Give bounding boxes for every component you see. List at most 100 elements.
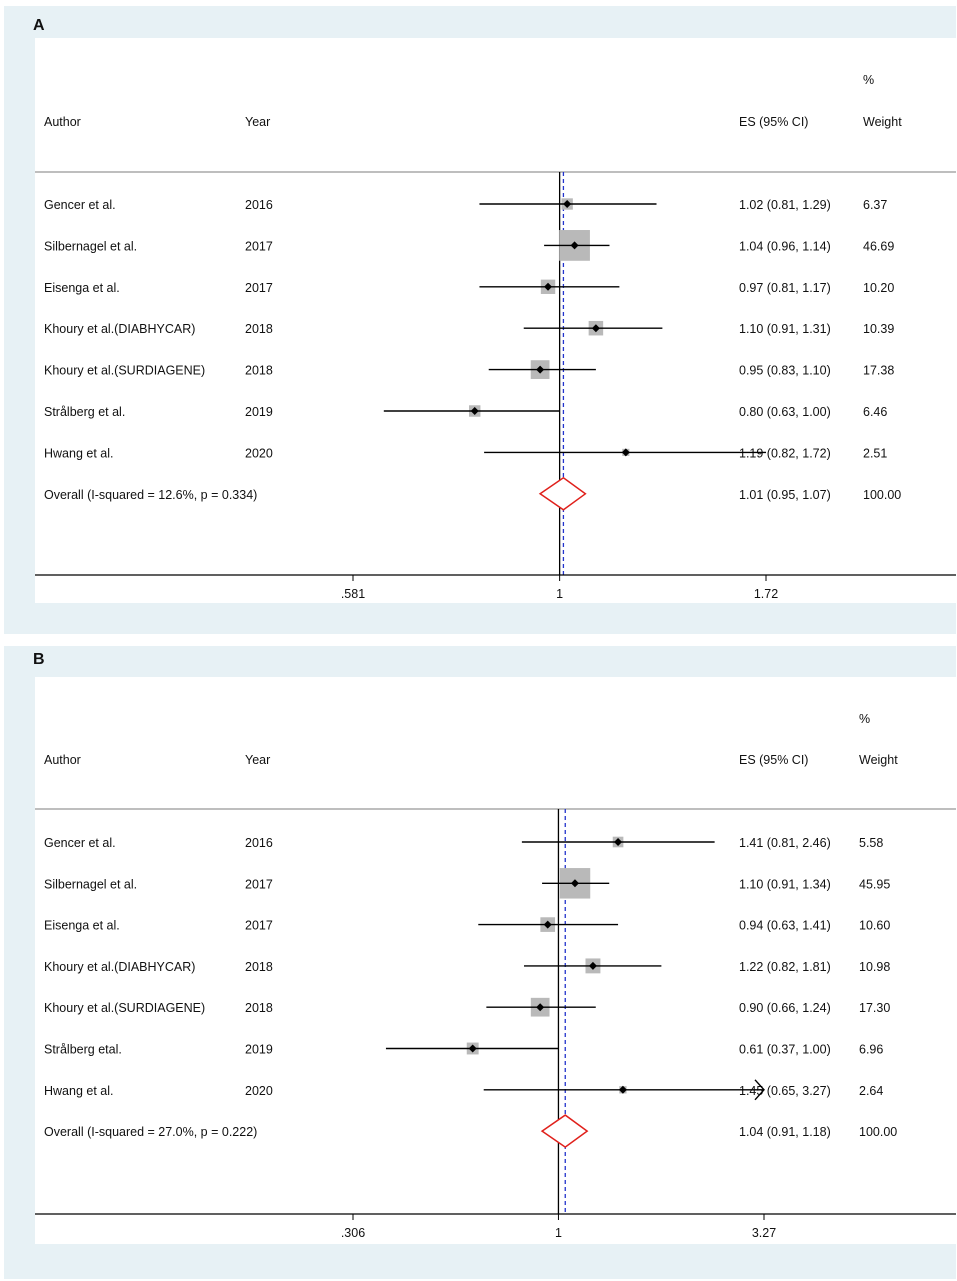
study-year: 2019 [245,1043,273,1057]
study-year: 2018 [245,322,273,336]
overall-es-ci: 1.01 (0.95, 1.07) [739,488,831,502]
study-ci-arrow [754,1079,765,1101]
study-weight: 6.37 [863,198,887,212]
study-weight: 10.60 [859,919,890,933]
study-author: Khoury et al.(SURDIAGENE) [44,364,205,378]
study-point-estimate [536,1003,545,1012]
panel-b-plot: % Author Year ES (95% CI) Weight Gencer et al… [35,677,956,1244]
header-percent: % [859,712,870,726]
study-author: Silbernagel et al. [44,877,137,891]
study-year: 2020 [245,1084,273,1098]
study-year: 2017 [245,239,273,253]
x-tick-label: .581 [341,587,365,601]
panel-a-label: A [33,17,45,34]
study-weight: 46.69 [863,239,894,253]
study-es-ci: 1.45 (0.65, 3.27) [739,1084,831,1098]
study-point-estimate [621,448,630,457]
header-weight: Weight [863,115,902,129]
overall-diamond [538,476,587,511]
study-author: Gencer et al. [44,198,116,212]
study-author: Eisenga et al. [44,919,120,933]
header-year: Year [245,753,270,767]
study-author: Strålberg etal. [44,1043,122,1057]
study-weight: 10.98 [859,960,890,974]
header-year: Year [245,115,270,129]
study-point-estimate [468,1044,477,1053]
study-year: 2018 [245,960,273,974]
study-year: 2018 [245,1001,273,1015]
study-year: 2019 [245,405,273,419]
study-point-estimate [570,241,579,250]
study-weight: 17.30 [859,1001,890,1015]
overall-weight: 100.00 [859,1125,897,1139]
study-year: 2017 [245,281,273,295]
x-tick-label: 1.72 [754,587,778,601]
study-author: Khoury et al.(DIABHYCAR) [44,322,195,336]
study-year: 2017 [245,919,273,933]
study-weight: 10.20 [863,281,894,295]
study-author: Gencer et al. [44,836,116,850]
study-point-estimate [563,200,572,208]
study-es-ci: 1.22 (0.82, 1.81) [739,960,831,974]
study-point-estimate [614,838,623,846]
study-es-ci: 0.61 (0.37, 1.00) [739,1043,831,1057]
study-point-estimate [618,1085,627,1094]
study-year: 2016 [245,836,273,850]
study-weight: 2.64 [859,1084,883,1098]
study-weight: 45.95 [859,877,890,891]
study-year: 2016 [245,198,273,212]
study-weight: 6.46 [863,405,887,419]
overall-es-ci: 1.04 (0.91, 1.18) [739,1125,831,1139]
study-es-ci: 1.10 (0.91, 1.34) [739,877,831,891]
header-author: Author [44,115,81,129]
study-es-ci: 0.80 (0.63, 1.00) [739,405,831,419]
header-author: Author [44,753,81,767]
study-es-ci: 0.90 (0.66, 1.24) [739,1001,831,1015]
overall-label: Overall (I-squared = 27.0%, p = 0.222) [44,1125,257,1139]
study-es-ci: 1.04 (0.96, 1.14) [739,239,831,253]
panel-a-plot: % Author Year ES (95% CI) Weight Gencer et al… [35,38,956,603]
forest-plot-b: % Author Year ES (95% CI) Weight Gencer et al… [35,712,956,1240]
study-year: 2020 [245,446,273,460]
study-year: 2017 [245,877,273,891]
panel-b-label: B [33,651,45,668]
study-weight: 2.51 [863,446,887,460]
study-es-ci: 0.94 (0.63, 1.41) [739,919,831,933]
study-author: Khoury et al.(SURDIAGENE) [44,1001,205,1015]
study-author: Strålberg et al. [44,405,125,419]
study-point-estimate [588,961,597,970]
header-weight: Weight [859,753,898,767]
study-es-ci: 1.19 (0.82, 1.72) [739,446,831,460]
study-point-estimate [591,324,600,333]
header-percent: % [863,73,874,87]
study-es-ci: 1.02 (0.81, 1.29) [739,198,831,212]
study-point-estimate [543,920,552,929]
study-weight: 10.39 [863,322,894,336]
overall-label: Overall (I-squared = 12.6%, p = 0.334) [44,488,257,502]
study-point-estimate [470,407,479,415]
overall-weight: 100.00 [863,488,901,502]
header-es-ci: ES (95% CI) [739,115,808,129]
study-point-estimate [544,282,553,291]
study-author: Hwang et al. [44,446,113,460]
study-weight: 6.96 [859,1043,883,1057]
header-es-ci: ES (95% CI) [739,753,808,767]
x-tick-label: 3.27 [752,1226,776,1240]
study-author: Khoury et al.(DIABHYCAR) [44,960,195,974]
study-point-estimate [536,365,545,374]
study-weight: 5.58 [859,836,883,850]
forest-plot-a: % Author Year ES (95% CI) Weight Gencer et al… [35,73,956,601]
study-es-ci: 1.41 (0.81, 2.46) [739,836,831,850]
study-es-ci: 1.10 (0.91, 1.31) [739,322,831,336]
study-weight: 17.38 [863,364,894,378]
study-point-estimate [570,879,579,888]
study-year: 2018 [245,364,273,378]
x-tick-label: 1 [556,587,563,601]
study-author: Silbernagel et al. [44,239,137,253]
x-tick-label: .306 [341,1226,365,1240]
overall-diamond [540,1114,589,1149]
study-es-ci: 0.97 (0.81, 1.17) [739,281,831,295]
study-author: Hwang et al. [44,1084,113,1098]
study-es-ci: 0.95 (0.83, 1.10) [739,364,831,378]
x-tick-label: 1 [555,1226,562,1240]
